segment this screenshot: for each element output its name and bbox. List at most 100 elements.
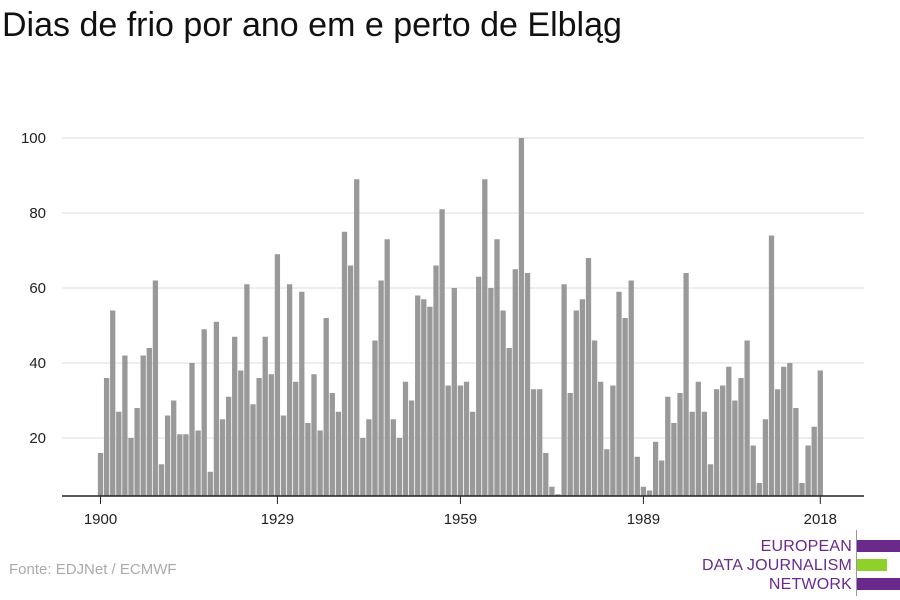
bar-1918	[207, 471, 213, 496]
x-tick-label-2018: 2018	[804, 511, 837, 528]
bar-1973	[543, 453, 549, 496]
bar-1969	[518, 138, 525, 496]
x-tick-label-1929: 1929	[261, 511, 294, 528]
bar-1945	[372, 340, 378, 496]
bar-1926	[256, 378, 262, 496]
bar-1920	[219, 419, 226, 496]
bar-1910	[158, 464, 165, 496]
bar-2009	[762, 419, 769, 496]
bar-1998	[695, 381, 701, 496]
logo-bar-top	[857, 540, 900, 552]
bar-1947	[384, 239, 390, 496]
bar-1941	[347, 265, 354, 496]
bar-1903	[116, 411, 122, 496]
bar-1948	[390, 419, 396, 496]
bar-1935	[311, 374, 317, 496]
bar-2013	[787, 363, 793, 496]
logo-bar-middle	[857, 559, 887, 571]
bar-1963	[482, 179, 488, 496]
bar-1968	[512, 269, 518, 496]
bar-1965	[494, 239, 500, 496]
bar-1984	[610, 385, 616, 496]
bar-1914	[183, 434, 189, 496]
bar-1940	[341, 231, 348, 496]
bar-1944	[366, 419, 372, 496]
bar-1972	[537, 389, 543, 496]
x-axis-tick-labels: 1900 1929 1959 1989 2018	[84, 511, 837, 528]
bar-1915	[189, 363, 195, 496]
bar-1980	[585, 258, 592, 496]
bar-1932	[293, 381, 299, 496]
y-axis-tick-labels: 20 40 60 80 100	[21, 130, 46, 447]
bar-1925	[250, 404, 256, 496]
logo-divider	[856, 530, 857, 596]
bar-1992	[659, 460, 665, 496]
bar-1956	[439, 209, 445, 496]
bar-1912	[171, 400, 177, 496]
bar-1997	[689, 411, 695, 496]
bar-2006	[744, 340, 750, 496]
logo-bar-bottom	[857, 578, 900, 590]
bar-1942	[354, 179, 360, 496]
bar-1958	[451, 288, 457, 496]
bar-1938	[329, 393, 335, 496]
bar-1902	[110, 310, 116, 496]
bar-1922	[232, 336, 238, 496]
bar-1955	[433, 265, 439, 496]
bar-1916	[195, 430, 201, 496]
edjnet-logo: EUROPEAN DATA JOURNALISM NETWORK	[700, 530, 900, 596]
bar-2011	[774, 389, 781, 496]
bar-1975	[555, 494, 561, 496]
chart-title: Dias de frio por ano em e perto de Elblą…	[2, 6, 622, 44]
bar-1931	[286, 284, 293, 496]
bar-1981	[591, 340, 598, 496]
bar-2015	[799, 483, 805, 496]
bar-1933	[299, 291, 305, 496]
bar-1954	[427, 306, 433, 496]
bar-1970	[524, 273, 531, 496]
bar-1937	[323, 318, 329, 496]
bar-1961	[469, 411, 476, 496]
y-tick-label-40: 40	[29, 355, 46, 372]
bar-1953	[421, 299, 427, 496]
bar-1936	[317, 430, 323, 496]
bar-2008	[756, 483, 762, 496]
bar-2017	[811, 426, 817, 496]
bar-2005	[738, 378, 744, 496]
bar-1950	[402, 381, 409, 496]
bar-1911	[164, 415, 171, 496]
bar-1989	[640, 486, 647, 496]
bar-1982	[598, 381, 604, 496]
bar-2004	[732, 400, 738, 496]
bar-2001	[713, 389, 720, 496]
bar-1996	[683, 273, 689, 496]
bar-1907	[140, 355, 146, 496]
bar-1901	[103, 378, 110, 496]
bar-1905	[128, 438, 134, 496]
bar-1983	[604, 449, 610, 496]
x-tick-label-1959: 1959	[444, 511, 477, 528]
bar-1999	[701, 411, 708, 496]
bar-1909	[152, 280, 159, 496]
bar-1974	[549, 486, 555, 496]
source-note: Fonte: EDJNet / ECMWF	[9, 561, 177, 578]
bar-1971	[530, 389, 537, 496]
bars	[97, 138, 823, 496]
bar-1917	[201, 329, 207, 496]
bar-2012	[781, 366, 787, 496]
bar-1987	[628, 280, 634, 496]
bar-1966	[500, 310, 506, 496]
bar-2003	[726, 366, 732, 496]
x-axis-ticks	[100, 496, 821, 504]
bar-1900	[97, 453, 104, 496]
bar-1960	[463, 381, 470, 496]
bar-1946	[378, 280, 384, 496]
x-tick-label-1989: 1989	[627, 511, 660, 528]
bar-2014	[793, 408, 799, 496]
bar-1986	[622, 318, 628, 496]
bar-1913	[177, 434, 183, 496]
bar-1934	[305, 423, 311, 496]
y-tick-label-20: 20	[29, 430, 46, 447]
bar-1991	[652, 441, 659, 496]
bar-2016	[805, 445, 811, 496]
